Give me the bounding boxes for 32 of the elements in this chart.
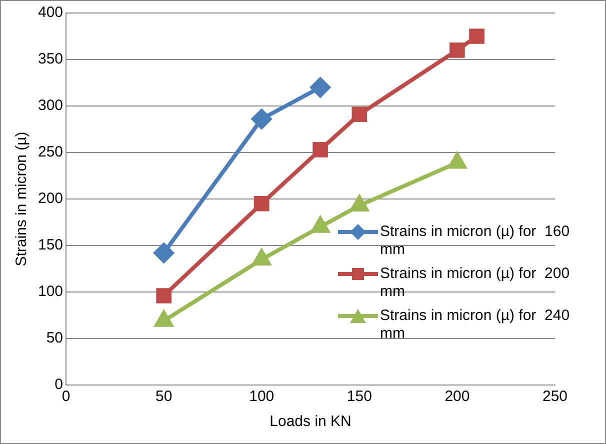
point xyxy=(469,28,484,44)
y-tick-label: 200 xyxy=(38,190,64,208)
point xyxy=(448,152,466,169)
point xyxy=(350,196,368,212)
x-tick-label: 50 xyxy=(155,388,172,406)
point xyxy=(154,242,174,263)
point xyxy=(252,249,271,266)
y-axis-title: Strains in micron (µ) xyxy=(13,132,30,266)
y-tick-label: 250 xyxy=(38,144,64,161)
x-axis-title: Loads in KN xyxy=(270,413,352,430)
x-tick-label: 250 xyxy=(542,388,568,406)
x-tick-label: 150 xyxy=(346,388,372,406)
point xyxy=(450,42,465,58)
y-tick-label: 0 xyxy=(54,376,64,394)
point xyxy=(254,196,270,212)
legend-label: Strains in micron (µ) for 200 mm xyxy=(380,265,571,301)
legend-label: Strains in micron (µ) for 240 mm xyxy=(380,307,571,343)
y-tick-label: 300 xyxy=(38,97,64,114)
point xyxy=(311,216,330,233)
x-tick-label: 200 xyxy=(444,388,470,406)
point xyxy=(312,142,328,158)
point xyxy=(252,109,272,130)
point xyxy=(310,77,330,98)
legend-label: Strains in micron (µ) for 160 mm xyxy=(380,223,571,259)
y-tick-label: 100 xyxy=(38,283,64,300)
x-tick-label: 100 xyxy=(249,388,274,406)
point xyxy=(352,106,368,122)
y-tick-label: 350 xyxy=(38,50,64,68)
y-tick-label: 150 xyxy=(38,236,64,254)
point xyxy=(154,310,173,327)
y-tick-label: 50 xyxy=(46,330,64,347)
y-tick-label: 400 xyxy=(38,4,64,22)
